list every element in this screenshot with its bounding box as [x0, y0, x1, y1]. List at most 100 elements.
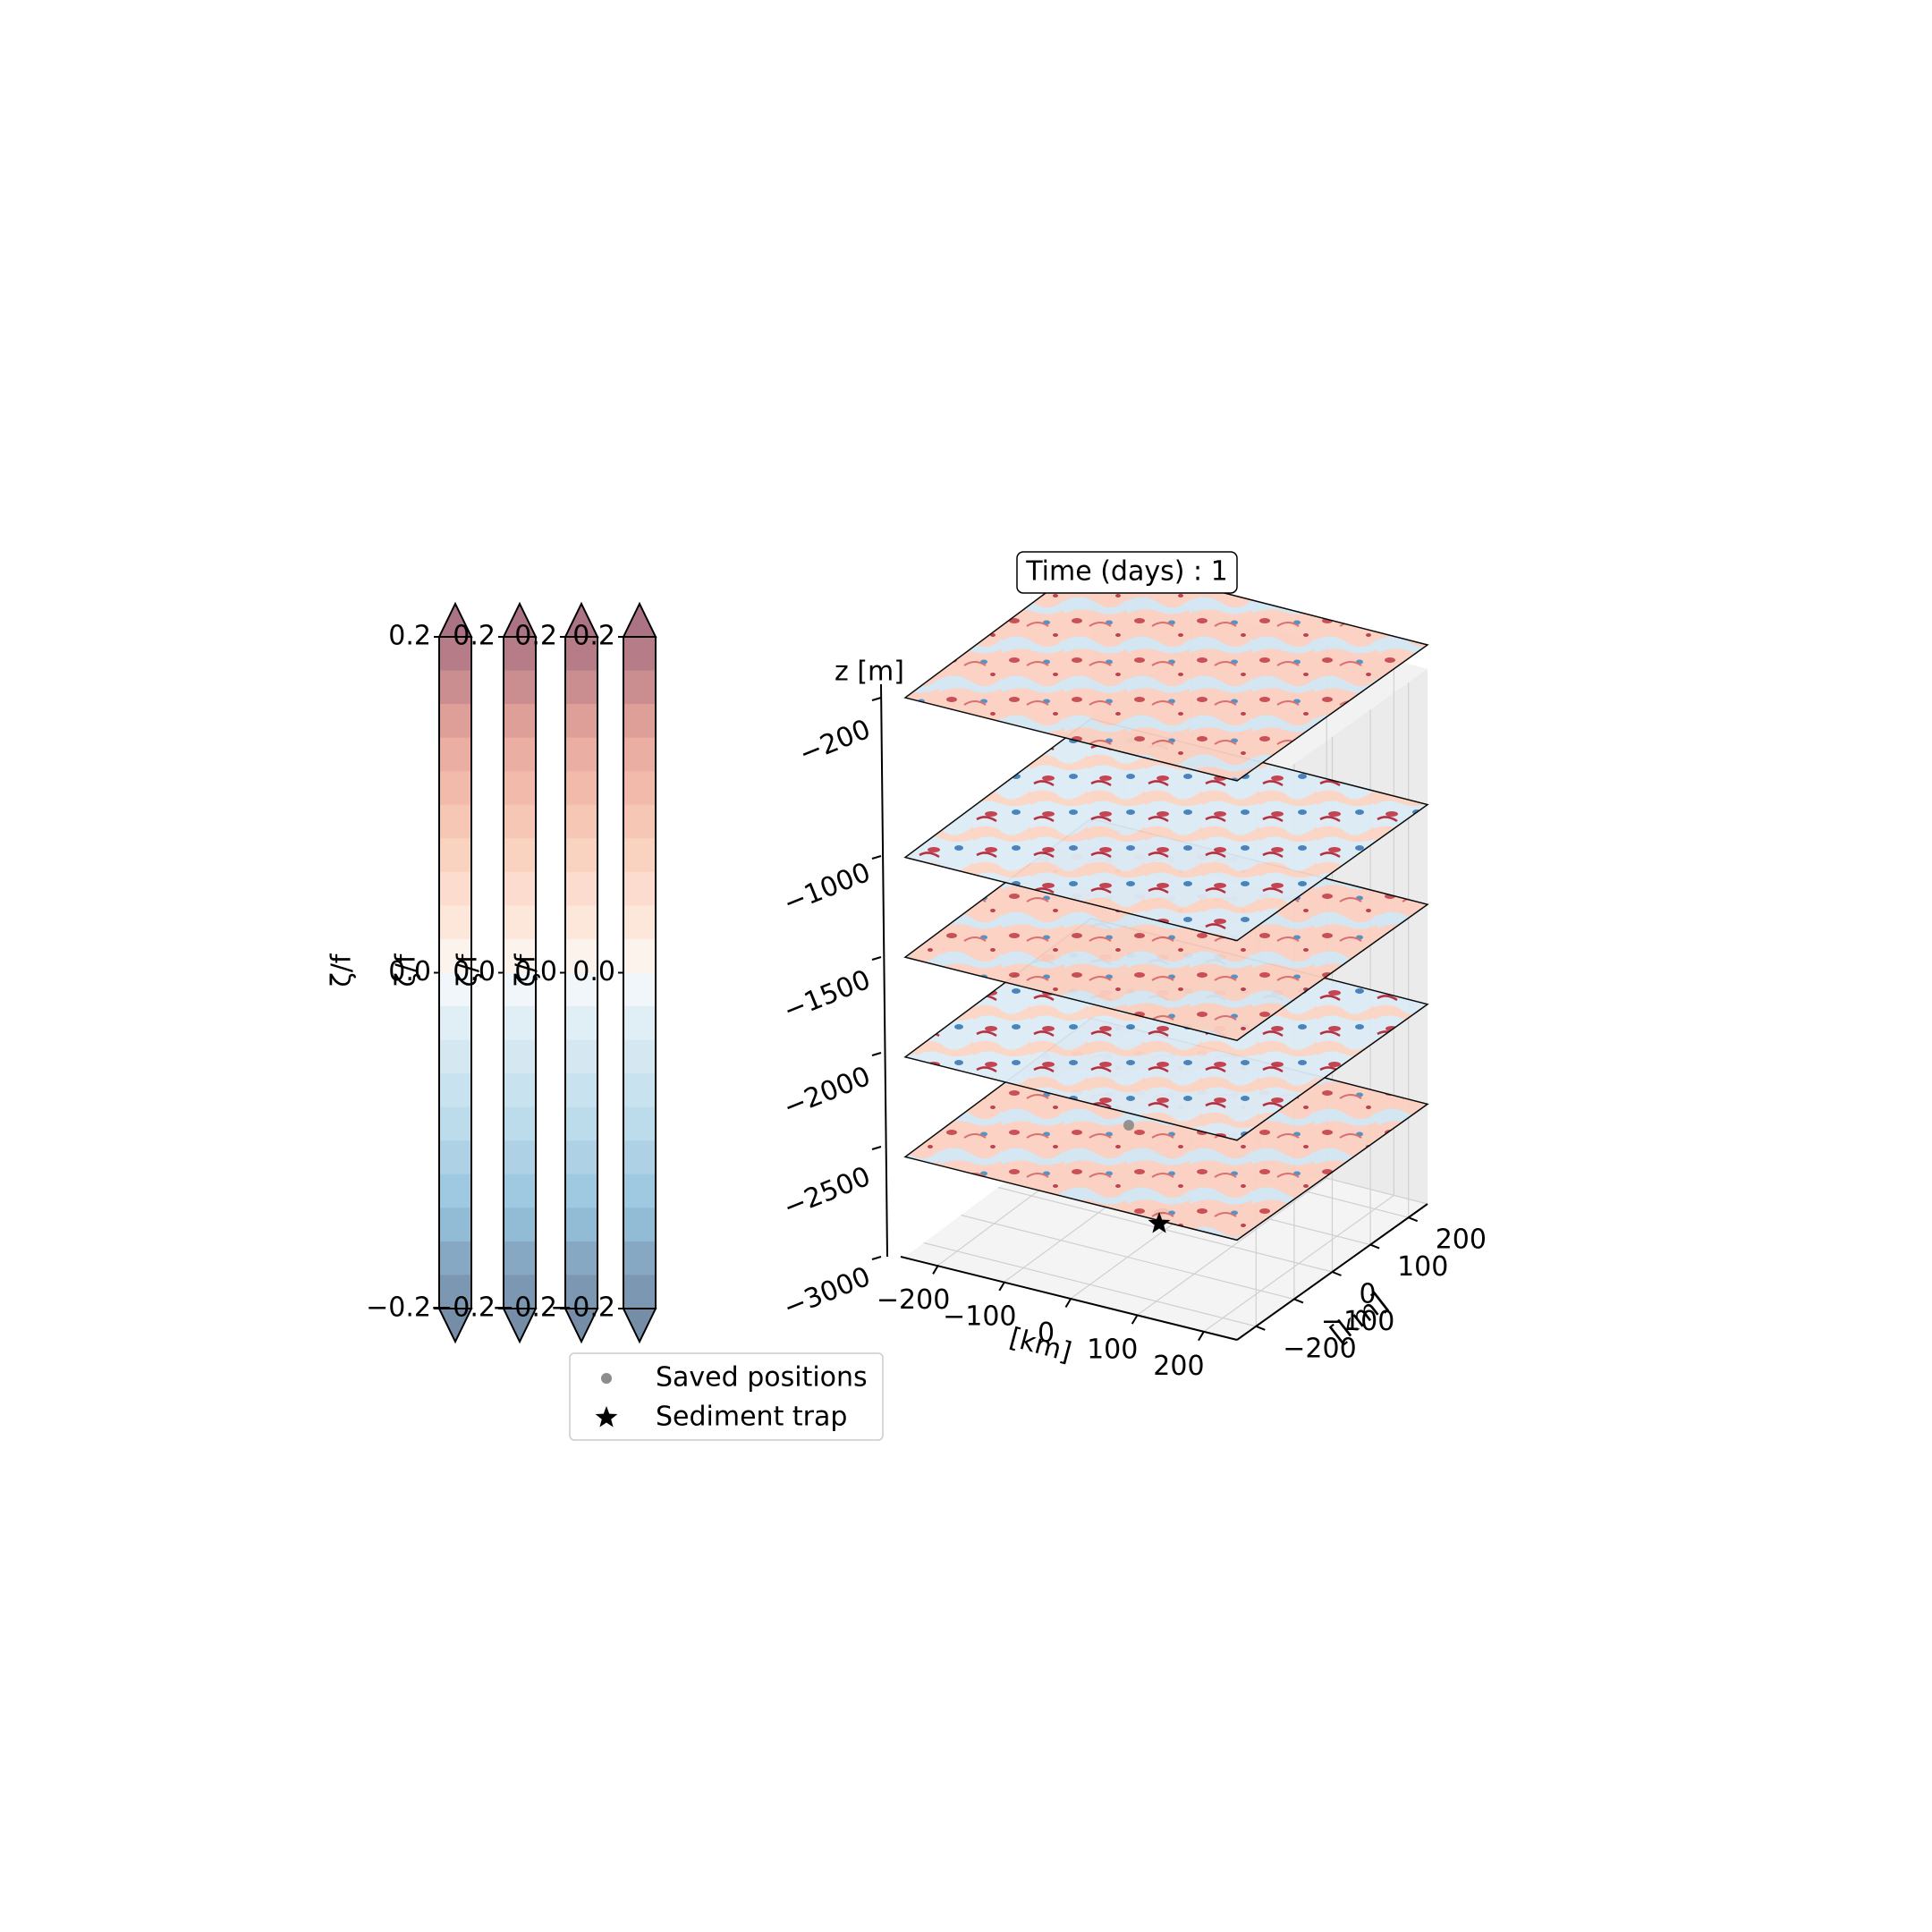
colorbar-band: [565, 838, 597, 873]
colorbar-band: [439, 637, 471, 672]
colorbar-band: [504, 1241, 536, 1275]
x-tick-label: 200: [1153, 1351, 1204, 1382]
colorbar-band: [504, 804, 536, 839]
x-tick-label: −100: [943, 1301, 1016, 1332]
vorticity-surface: [903, 558, 1429, 782]
y-tick-label: 200: [1436, 1224, 1487, 1256]
colorbar-band: [565, 1241, 597, 1275]
colorbar: −0.2 0.0 0.2 ζ/f: [511, 601, 657, 1344]
colorbar-band: [565, 1174, 597, 1208]
y-tick-label: −100: [1321, 1306, 1394, 1337]
colorbar-band: [504, 1275, 536, 1309]
colorbar-band: [504, 1073, 536, 1108]
colorbar-band: [565, 637, 597, 672]
colorbar-tick-label: 0.0: [453, 956, 496, 987]
y-tick-label: 100: [1397, 1251, 1448, 1283]
colorbar-band: [439, 1275, 471, 1309]
colorbar-band: [565, 1275, 597, 1309]
vorticity-layer: [903, 717, 1429, 942]
colorbar-band: [439, 1006, 471, 1041]
z-tick-label: −200: [795, 714, 876, 770]
z-tick: [871, 855, 882, 860]
z-tick-label: −3000: [779, 1261, 875, 1324]
colorbar-band: [623, 1073, 656, 1108]
z-tick: [871, 697, 882, 701]
colorbar-band: [623, 737, 656, 772]
z-tick-label: −1000: [779, 857, 875, 919]
y-tick-label: 0: [1360, 1279, 1377, 1310]
colorbar-band: [565, 905, 597, 940]
colorbar-band: [439, 1106, 471, 1141]
x-tick: [932, 1264, 939, 1275]
colorbar-band: [439, 938, 471, 973]
colorbar-band: [439, 1241, 471, 1275]
z-axis-label: z [m]: [835, 657, 904, 688]
x-axis-label: [km]: [1006, 1322, 1075, 1368]
colorbar-band: [565, 771, 597, 806]
colorbar-extend-top: [622, 601, 657, 638]
colorbar-band: [565, 670, 597, 705]
colorbar-tick-label: 0.0: [572, 956, 615, 987]
x-tick-label: 100: [1087, 1335, 1138, 1366]
colorbar-band: [439, 972, 471, 1007]
y-tick-label: −200: [1283, 1333, 1356, 1364]
legend-star-icon: [595, 1406, 618, 1428]
colorbar: −0.2 0.0 0.2 ζ/f: [453, 601, 599, 1344]
colorbar-band: [623, 905, 656, 940]
z-tick: [871, 1256, 882, 1260]
colorbar-band: [623, 704, 656, 739]
colorbar-band: [565, 1106, 597, 1141]
z-tick: [871, 1052, 882, 1056]
colorbar-extend-bottom: [622, 1308, 657, 1344]
colorbar-tick-label: 0.2: [388, 621, 431, 652]
z-tick-label: −2500: [779, 1161, 875, 1224]
x-tick-label: −200: [877, 1284, 950, 1316]
colorbar-band: [623, 838, 656, 873]
colorbar-tick-label: 0.2: [514, 621, 557, 652]
legend: Saved positions Sediment trap: [569, 1352, 884, 1441]
colorbar-band: [439, 1039, 471, 1074]
colorbar-band: [565, 1208, 597, 1242]
colorbar-band: [623, 1174, 656, 1208]
colorbar-band: [439, 838, 471, 873]
colorbar-band: [504, 1039, 536, 1074]
colorbar-band: [565, 737, 597, 772]
colorbar-band: [504, 1208, 536, 1242]
colorbar-band: [439, 1174, 471, 1208]
sediment-trap-marker: [1148, 1212, 1171, 1233]
y-tick: [1255, 1325, 1266, 1331]
colorbar-label: ζ/f: [391, 953, 422, 987]
colorbar-band: [504, 637, 536, 672]
colorbar-band: [623, 871, 656, 906]
grid-line: [1203, 1194, 1394, 1333]
colorbar-band: [623, 670, 656, 705]
colorbar-label: ζ/f: [511, 953, 542, 987]
x-tick-label: 0: [1038, 1318, 1055, 1349]
z-tick-label: −1500: [779, 964, 875, 1027]
colorbar-band: [623, 1039, 656, 1074]
x-tick: [1064, 1297, 1072, 1309]
colorbar-tick-label: 0.0: [514, 956, 557, 987]
colorbar-band: [439, 871, 471, 906]
colorbar-band: [565, 1140, 597, 1175]
colorbar-band: [623, 1006, 656, 1041]
colorbar-band: [439, 1140, 471, 1175]
colorbar-band: [504, 1106, 536, 1141]
colorbar-band: [565, 1006, 597, 1041]
colorbar-tick-label: −0.2: [430, 1292, 496, 1324]
colorbar-band: [623, 1241, 656, 1275]
colorbar: −0.2 0.0 0.2 ζ/f: [326, 601, 473, 1344]
x-tick: [1131, 1314, 1139, 1325]
y-tick: [1369, 1243, 1380, 1250]
colorbar-tick-label: 0.0: [388, 956, 431, 987]
colorbar-band: [439, 771, 471, 806]
colorbar-band: [623, 804, 656, 839]
colorbar-band: [504, 1174, 536, 1208]
colorbar-tick-label: 0.2: [453, 621, 496, 652]
colorbar-band: [623, 637, 656, 672]
colorbar-band: [565, 804, 597, 839]
colorbar-tick-label: −0.2: [550, 1292, 615, 1324]
colorbar-label: ζ/f: [453, 953, 484, 987]
colorbar-band: [439, 905, 471, 940]
